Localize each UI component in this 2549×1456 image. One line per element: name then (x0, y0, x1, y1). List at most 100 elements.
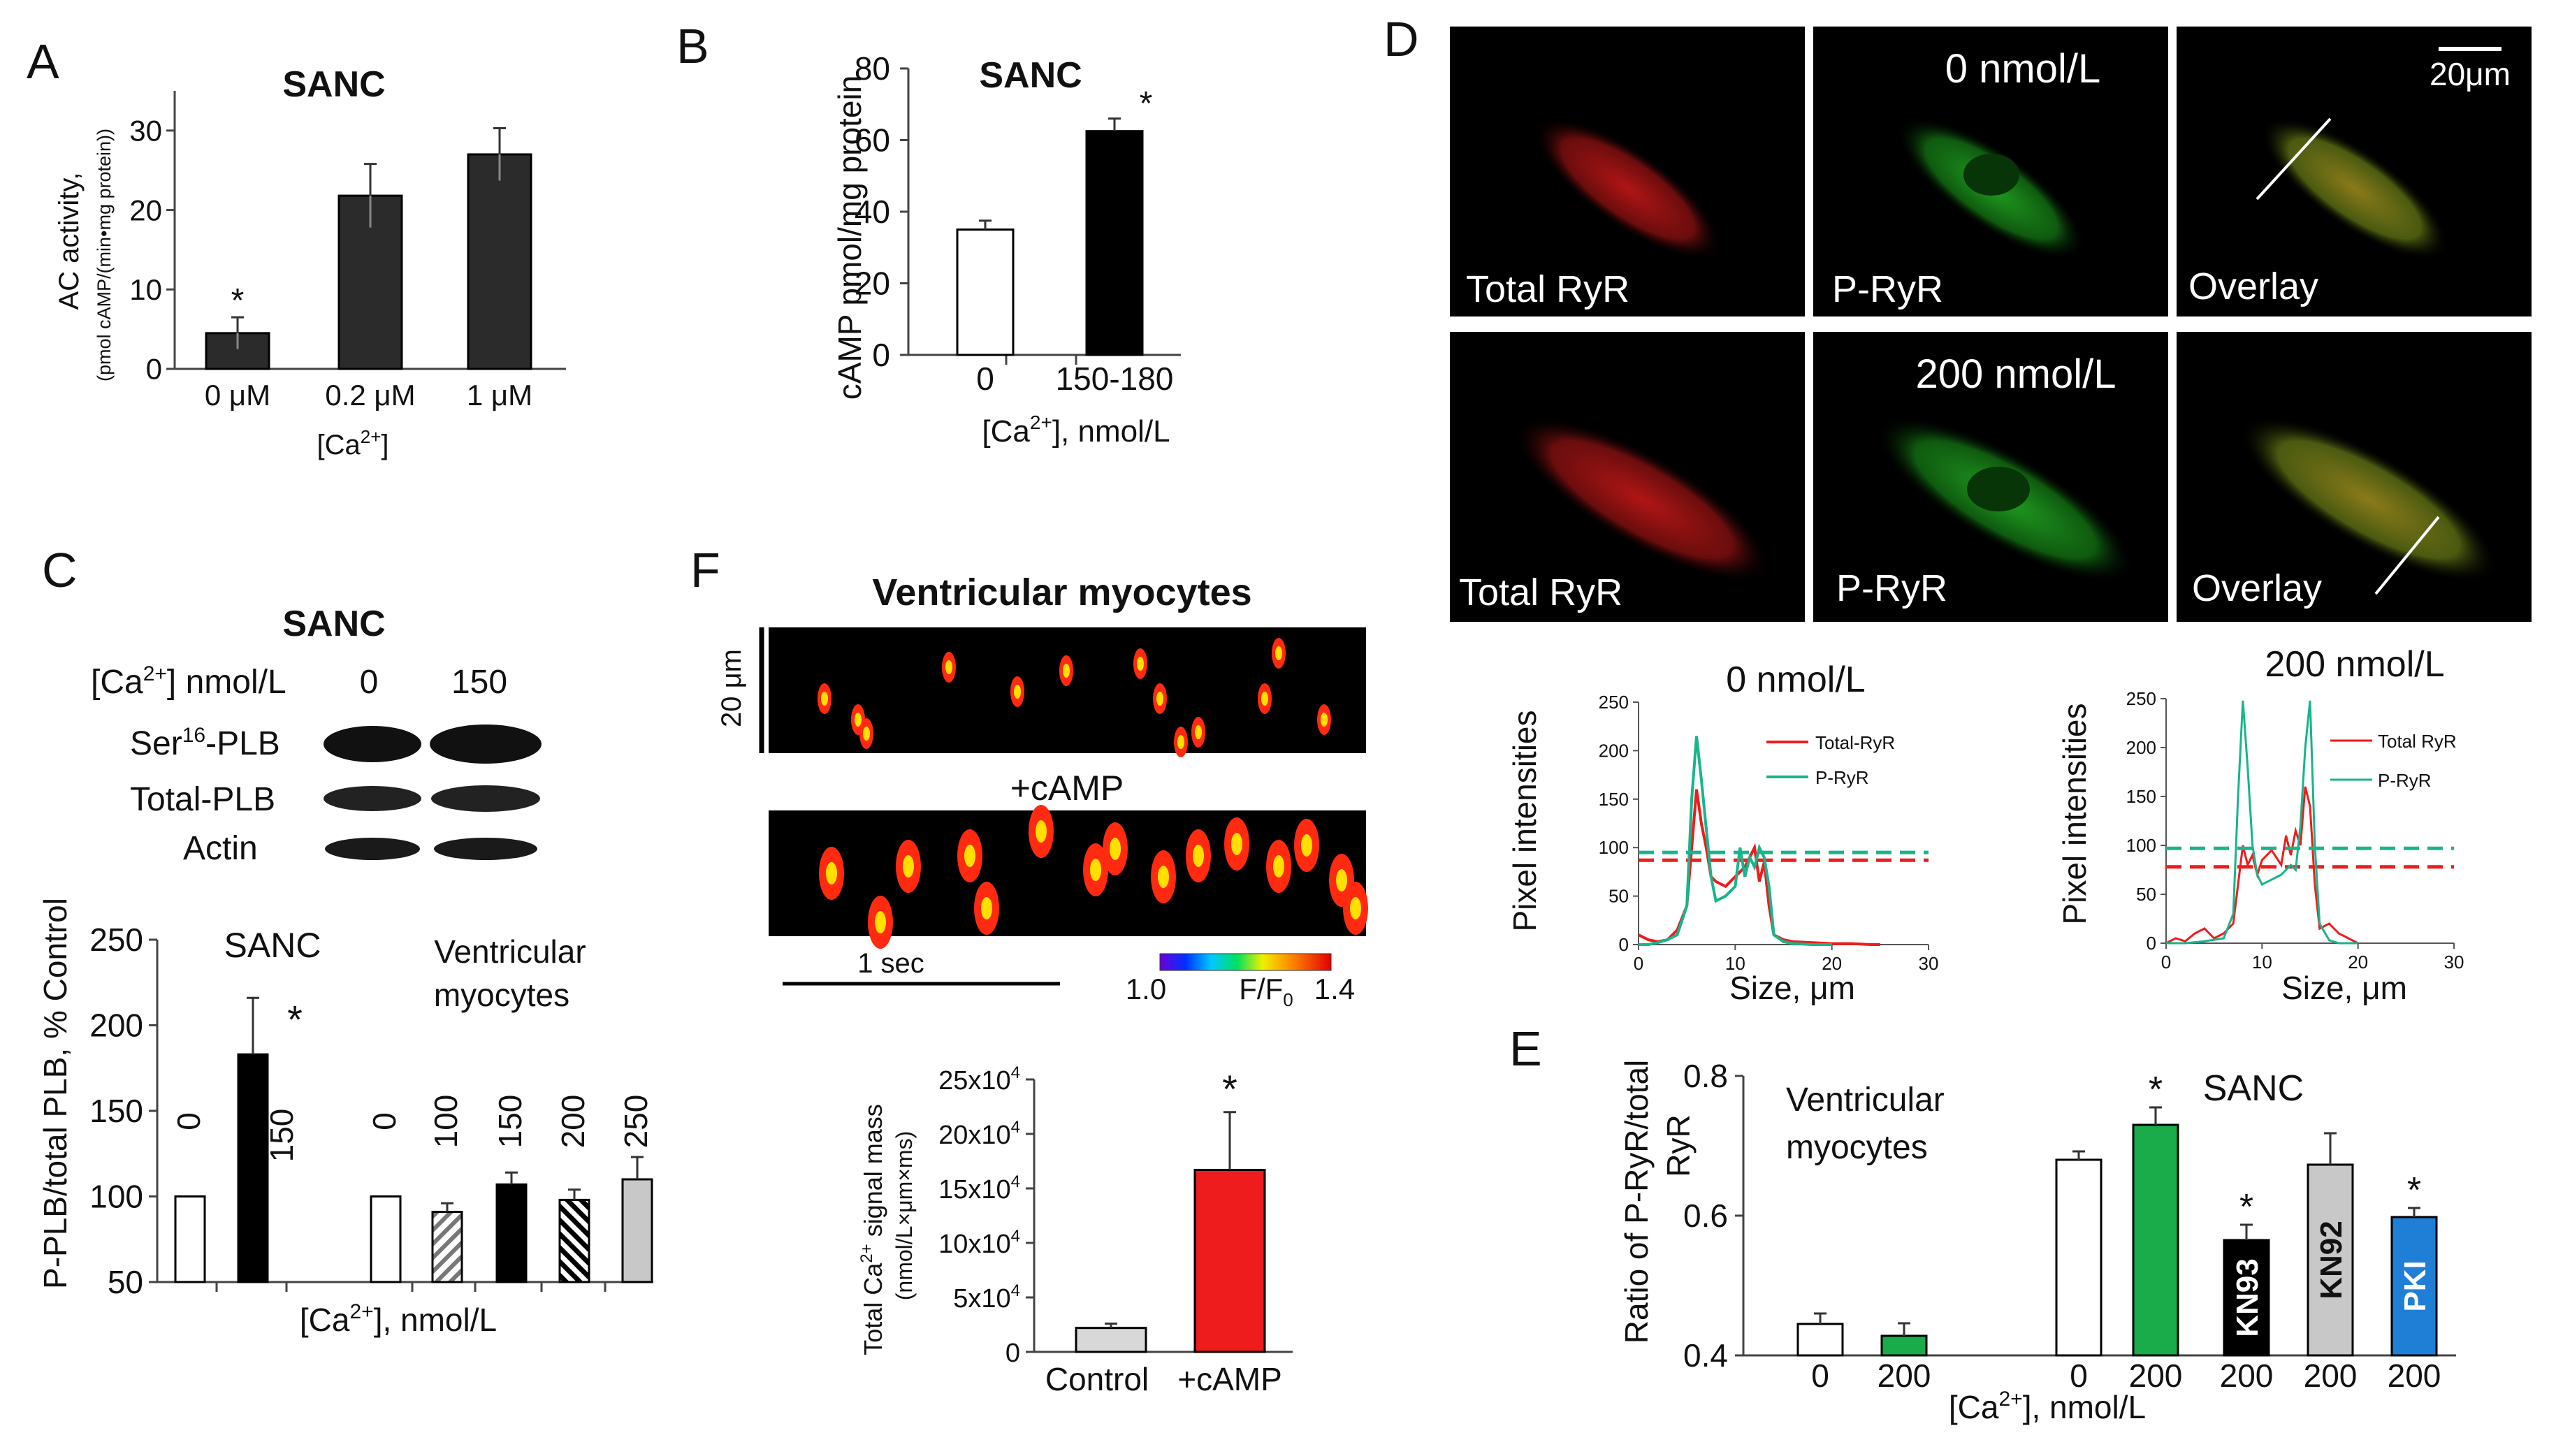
panel-e-xtick-label: 200 (2129, 1357, 2183, 1394)
panel-c-bar (237, 1053, 269, 1283)
calcium-spark-core (1336, 869, 1347, 891)
calcium-spark-core (1195, 725, 1202, 739)
scale-label-20um: 20μm (2430, 56, 2511, 92)
panel-e-bar (1880, 1334, 1928, 1357)
panelD2-xtick-label: 20 (2348, 952, 2368, 973)
panel-c-category-label: 250 (618, 1095, 654, 1149)
panel-c-ytick-label: 50 (108, 1264, 143, 1300)
profile-200-title: 200 nmol/L (2265, 644, 2444, 685)
panel-c-category-label: 0 (170, 1112, 207, 1130)
panel-c-ytick-label: 150 (89, 1093, 143, 1129)
panel-c-category-label: 150 (263, 1109, 300, 1163)
panel-b-xtick-label: 150-180 (1056, 361, 1174, 397)
panel-f-ytick-label: 5x104 (953, 1281, 1020, 1313)
panel-b-ylabel: cAMP pmol/mg protein (831, 75, 868, 400)
legend-0-p: P-RyR (1815, 767, 1869, 788)
panel-e-inner-label: KN92 (2314, 1221, 2348, 1300)
panelD1-ytick-label: 150 (1599, 789, 1629, 810)
band-ser16-lane2 (430, 725, 542, 764)
panel-e-xtick-label: 200 (1878, 1357, 1931, 1394)
panelD1-xtick-label: 20 (1822, 953, 1842, 974)
panel-a-xlabel: [Ca2+] (317, 426, 388, 460)
panel-c-bar (558, 1198, 590, 1283)
panel-e-ylabel-2: RyR (1660, 1114, 1697, 1177)
panel-a-xtick-label: 1 μM (467, 379, 532, 412)
colorbar-title: F/F0 (1239, 973, 1293, 1010)
panel-f-bar (1075, 1327, 1147, 1353)
panel-c-chart: P-PLB/total PLB, % Control SANC Ventricu… (37, 898, 654, 1338)
panel-a-ytick-label: 30 (129, 115, 162, 147)
calcium-spark-core (903, 855, 914, 878)
panelD1-ytick-label: 100 (1599, 837, 1629, 858)
panel-c-category-label: 150 (492, 1095, 528, 1149)
panel-e-xtick-label: 200 (2220, 1357, 2274, 1394)
panel-c-category-label: 0 (366, 1112, 402, 1130)
panel-e-bar (2132, 1123, 2179, 1357)
panel-e-group-myocytes: myocytes (1786, 1129, 1928, 1166)
panel-a-xtick-label: 0.2 μM (325, 379, 415, 412)
calcium-spark-core (863, 727, 870, 741)
panel-a-bar (467, 153, 532, 370)
panel-e-xtick-label: 0 (1811, 1357, 1829, 1394)
calcium-spark-core (1193, 845, 1204, 867)
panel-letter-e: E (1509, 1021, 1542, 1076)
profile-0-xlabel: Size, μm (1729, 970, 1855, 1006)
panel-a-ylabel-units: (pmol cAMP/(min•mg protein)) (94, 129, 115, 381)
calcium-spark-core (855, 713, 862, 727)
panelD1-ytick-label: 250 (1599, 692, 1629, 713)
calcium-spark-core (1156, 692, 1163, 706)
panel-b-ytick-label: 40 (855, 194, 890, 230)
lbl-p-ryr-200: P-RyR (1836, 567, 1947, 609)
calcium-spark-core (1350, 897, 1361, 919)
panel-letter-b: B (676, 19, 709, 73)
profile-line-200 (2374, 516, 2440, 595)
cell-overlay-200 (2239, 416, 2498, 583)
panelD2-ytick-label: 150 (2126, 786, 2156, 807)
lbl-p-ryr-0: P-RyR (1832, 268, 1943, 310)
panel-d-profile-0: 0 nmol/L Pixel intensities Size, μm Tota… (1506, 660, 1938, 1006)
panel-b-star: * (1140, 85, 1153, 122)
time-scale-label: 1 sec (857, 948, 924, 979)
blot-row-actin: Actin (183, 830, 258, 867)
panel-f-ylabel-units: (nmol/L×μm×ms) (892, 1131, 917, 1300)
panel-c-ytick-label: 250 (89, 922, 143, 958)
panelD1-ytick-label: 50 (1608, 886, 1629, 907)
cell-green-200-nucleus (1967, 467, 2030, 511)
calcium-spark-core (1275, 646, 1282, 660)
cell-overlay-0 (2260, 117, 2449, 261)
panel-c-ylabel: P-PLB/total PLB, % Control (37, 898, 73, 1289)
panel-f-ytick-label: 20x104 (938, 1118, 1020, 1150)
calcium-spark-core (1177, 735, 1184, 749)
panel-b-bar (1085, 130, 1144, 356)
blot-row-ser16-plb: Ser16-PLB (130, 724, 280, 762)
panel-e-star: * (2239, 1187, 2253, 1228)
legend-200-p: P-RyR (2378, 770, 2432, 791)
scale-bar-20um: 20 μm (716, 649, 747, 727)
panel-c-bar (174, 1195, 206, 1283)
cond-label-200: 200 nmol/L (1916, 351, 2116, 397)
panel-e-xlabel: [Ca2+], nmol/L (1949, 1388, 2146, 1425)
panel-e-ylabel: Ratio of P-RyR/total (1618, 1060, 1655, 1344)
panel-b-ytick-label: 80 (855, 50, 890, 87)
panelD2-ytick-label: 100 (2126, 835, 2156, 856)
panelD1-series-total-ryr (1638, 789, 1880, 946)
band-ser16-lane1 (324, 726, 421, 762)
calcium-spark-core (1273, 855, 1284, 878)
linescan-camp (769, 810, 1366, 936)
calcium-spark-core (1137, 657, 1144, 671)
panelD1-xtick-label: 0 (1634, 953, 1643, 974)
panel-e-bar (2307, 1163, 2354, 1357)
camp-label: +cAMP (1010, 769, 1124, 808)
panel-b-xtick-label: 0 (976, 361, 994, 397)
lbl-total-ryr-200: Total RyR (1459, 572, 1622, 613)
panel-c-ytick-label: 200 (89, 1007, 143, 1044)
panel-e-ytick-label: 0.4 (1683, 1337, 1728, 1374)
calcium-spark-core (1231, 833, 1242, 855)
band-actin-lane1 (325, 838, 420, 860)
panel-c-category-label: 100 (428, 1095, 464, 1149)
panel-e-xtick-label: 200 (2304, 1357, 2358, 1394)
panel-a-title: SANC (282, 64, 385, 105)
panel-c-group-sanc: SANC (224, 926, 321, 965)
panelD2-ytick-label: 50 (2136, 884, 2156, 905)
panel-c-bar (495, 1183, 528, 1283)
